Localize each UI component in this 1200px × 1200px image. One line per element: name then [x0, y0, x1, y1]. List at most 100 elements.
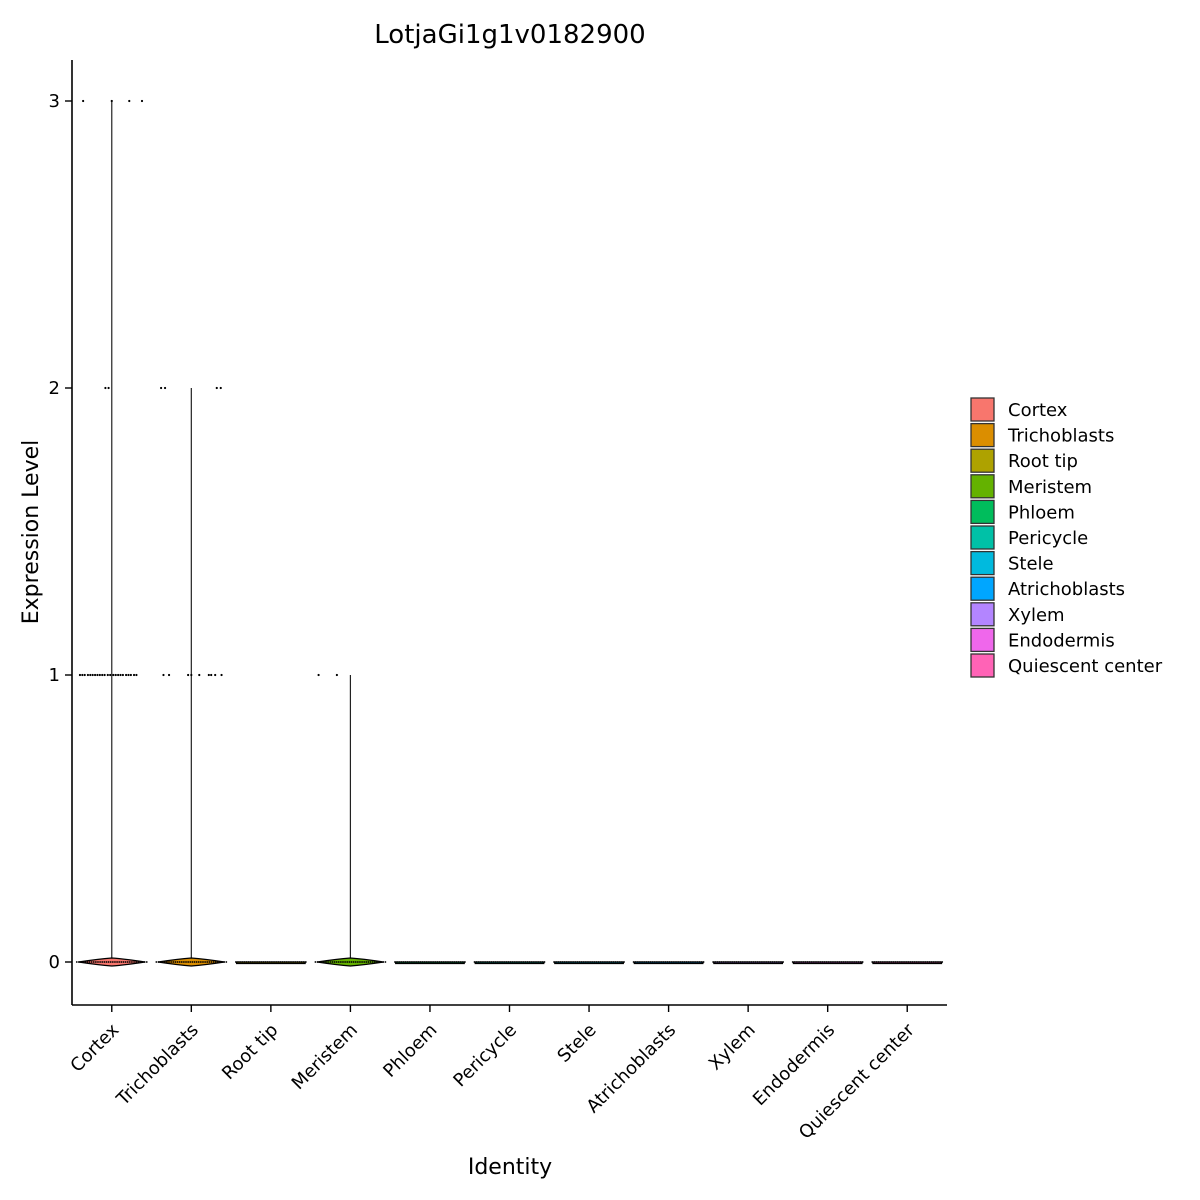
- data-point: [325, 961, 327, 963]
- data-point: [853, 961, 856, 963]
- data-point: [266, 961, 269, 963]
- data-point: [765, 961, 768, 963]
- data-point: [694, 961, 697, 963]
- data-point: [88, 961, 91, 963]
- data-point: [857, 961, 860, 963]
- data-point: [457, 961, 460, 963]
- data-point: [838, 961, 841, 963]
- data-point: [132, 673, 136, 677]
- data-point: [438, 961, 441, 963]
- data-point: [821, 961, 824, 963]
- data-point: [677, 961, 680, 963]
- data-point: [304, 961, 307, 963]
- data-point: [589, 961, 592, 963]
- data-point: [436, 961, 439, 963]
- data-point: [840, 961, 843, 963]
- legend-swatch: [970, 576, 995, 601]
- data-point: [251, 961, 254, 963]
- legend-label: Stele: [1008, 554, 1054, 575]
- data-point: [903, 961, 905, 963]
- x-tick-label: Trichoblasts: [112, 1020, 203, 1111]
- data-point: [582, 961, 585, 963]
- data-point: [666, 961, 669, 963]
- data-point: [287, 961, 290, 963]
- data-point: [689, 961, 692, 963]
- data-point: [698, 961, 701, 963]
- legend-label: Trichoblasts: [1007, 426, 1114, 447]
- data-point: [281, 961, 284, 963]
- violin-pericycle: [473, 961, 546, 965]
- legend-label: Meristem: [1008, 477, 1092, 498]
- data-point: [254, 961, 256, 963]
- x-tick-label: Endodermis: [749, 1020, 839, 1110]
- data-point: [447, 961, 449, 963]
- data-point: [335, 961, 338, 963]
- data-point: [117, 673, 120, 677]
- data-point: [193, 961, 196, 963]
- data-point: [419, 961, 422, 963]
- data-point: [101, 961, 104, 963]
- data-point: [767, 961, 770, 963]
- data-point: [490, 961, 493, 963]
- data-point: [658, 961, 660, 963]
- data-point: [834, 961, 837, 963]
- data-point: [623, 961, 625, 963]
- data-point: [361, 961, 363, 963]
- data-point: [796, 961, 798, 963]
- data-point: [103, 961, 106, 963]
- data-point: [159, 961, 162, 963]
- data-point: [722, 961, 725, 963]
- data-point: [632, 961, 635, 963]
- data-point: [329, 961, 332, 963]
- data-point: [103, 673, 106, 677]
- data-point: [189, 961, 192, 963]
- data-point: [756, 961, 759, 963]
- data-point: [382, 961, 385, 963]
- data-point: [135, 673, 138, 677]
- violin-xylem: [712, 961, 785, 965]
- data-point: [376, 961, 378, 963]
- legend-label: Phloem: [1008, 502, 1075, 523]
- data-point: [464, 961, 466, 963]
- data-point: [120, 961, 123, 963]
- violin-trichoblasts: [155, 388, 228, 967]
- data-point: [825, 961, 828, 963]
- data-point: [206, 961, 209, 963]
- data-point: [810, 961, 813, 963]
- legend-label: Atrichoblasts: [1008, 579, 1125, 600]
- data-point: [92, 961, 95, 963]
- data-point: [641, 961, 643, 963]
- violin-phloem: [394, 961, 466, 965]
- data-point: [679, 961, 682, 963]
- data-point: [808, 961, 811, 963]
- data-point: [425, 961, 428, 963]
- data-point: [126, 961, 129, 963]
- data-point: [507, 961, 510, 963]
- data-point: [406, 961, 409, 963]
- data-point: [509, 961, 512, 963]
- data-point: [924, 961, 927, 963]
- data-point: [718, 961, 721, 963]
- data-point: [849, 961, 851, 963]
- data-point: [417, 961, 420, 963]
- data-point: [264, 961, 267, 963]
- data-point: [729, 961, 732, 963]
- data-point: [539, 961, 542, 963]
- data-point: [567, 961, 570, 963]
- data-point: [587, 961, 589, 963]
- data-point: [499, 961, 501, 963]
- data-point: [616, 961, 619, 963]
- data-point: [782, 961, 785, 963]
- data-point: [553, 961, 555, 963]
- data-point: [492, 961, 495, 963]
- legend-label: Pericycle: [1008, 528, 1088, 549]
- data-point: [461, 961, 464, 963]
- data-point: [107, 386, 110, 390]
- data-point: [645, 961, 648, 963]
- data-point: [90, 961, 93, 963]
- data-point: [934, 961, 937, 963]
- data-point: [221, 961, 223, 963]
- data-point: [198, 673, 201, 677]
- data-point: [572, 961, 575, 963]
